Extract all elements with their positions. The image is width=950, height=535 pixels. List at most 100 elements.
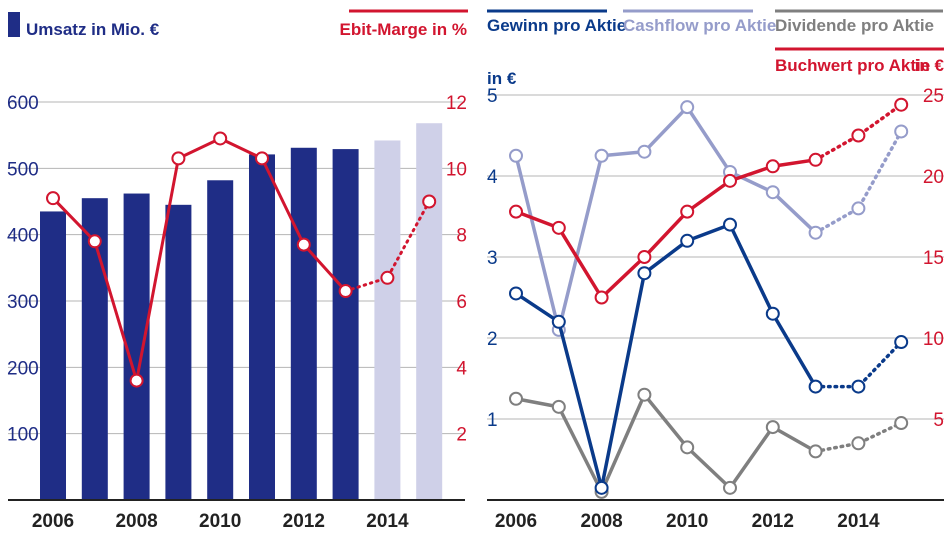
point-buchwert-pro-aktie [894,97,909,112]
line-ebit-marge-forecast [344,200,431,293]
bar-umsatz [249,154,275,501]
y-tick-label-left: 1 [487,410,498,431]
point-ebit-marge [171,151,186,166]
y-tick-label-buchwert: 5 [933,410,944,431]
bar-umsatz [374,140,401,500]
bar-umsatz [207,180,234,501]
line-dividende-pro-aktie-forecast [813,421,903,454]
line-cashflow-pro-aktie [514,105,817,332]
y-tick-label-ebit: 10 [446,159,467,180]
x-tick-label: 2006 [32,511,74,532]
point-cashflow-pro-aktie [851,201,866,216]
point-gewinn-pro-aktie [637,266,652,281]
point-buchwert-pro-aktie [551,220,566,235]
y-tick-label-buchwert: 20 [923,167,944,188]
point-gewinn-pro-aktie [509,286,523,301]
line-gewinn-pro-aktie [515,222,818,490]
legend-umsatz-label: Umsatz in Mio. € [26,20,160,39]
point-dividende-pro-aktie [551,399,566,414]
point-gewinn-pro-aktie [723,217,737,232]
legend-gewinn-pro-aktie-label: Gewinn pro Aktie [487,16,626,35]
umsatz-chart [8,101,465,501]
y-tick-label-umsatz: 200 [7,358,39,379]
y-tick-label-umsatz: 600 [7,93,39,114]
point-cashflow-pro-aktie [765,185,780,200]
bar-umsatz [40,211,66,500]
line-cashflow-pro-aktie-forecast [813,129,903,235]
x-tick-label: 2008 [115,511,157,532]
line-buchwert-pro-aktie-forecast [813,102,903,162]
point-buchwert-pro-aktie [851,128,866,143]
legend-ebit-label: Ebit-Marge in % [339,20,467,39]
x-tick-label: 2014 [366,511,409,532]
y-tick-label-buchwert: 10 [923,329,944,350]
point-cashflow-pro-aktie [509,148,523,163]
point-buchwert-pro-aktie [765,159,780,174]
point-dividende-pro-aktie [851,436,866,451]
point-cashflow-pro-aktie [808,225,823,240]
y-tick-label-ebit: 4 [456,358,467,379]
point-ebit-marge [255,151,269,166]
point-gewinn-pro-aktie [551,314,566,329]
bar-umsatz [290,147,317,500]
point-dividende-pro-aktie [723,480,737,495]
unit-label-left: in € [487,69,517,88]
y-tick-label-left: 4 [487,167,498,188]
bar-umsatz [81,198,108,500]
point-buchwert-pro-aktie [808,152,823,167]
y-tick-label-ebit: 6 [456,292,467,313]
line-buchwert-pro-aktie [515,158,816,300]
bar-umsatz [416,123,443,500]
y-tick-label-left: 2 [487,329,498,350]
point-dividende-pro-aktie [765,420,780,435]
point-gewinn-pro-aktie [894,335,909,350]
legend-buchwert-pro-aktie-label: Buchwert pro Aktie [775,56,930,75]
aktie-chart [487,94,944,501]
point-buchwert-pro-aktie [723,173,737,188]
x-tick-label: 2008 [580,511,622,532]
point-gewinn-pro-aktie [851,379,866,394]
point-cashflow-pro-aktie [680,100,695,115]
y-tick-label-left: 5 [487,86,498,107]
point-gewinn-pro-aktie [680,233,695,248]
point-gewinn-pro-aktie [765,306,780,321]
point-ebit-marge [213,131,228,146]
point-dividende-pro-aktie [680,440,695,455]
point-buchwert-pro-aktie [509,204,523,219]
y-tick-label-umsatz: 500 [7,159,39,180]
point-ebit-marge [46,191,60,206]
x-tick-label: 2012 [752,511,794,532]
y-tick-label-ebit: 2 [456,425,467,446]
x-tick-label: 2010 [199,511,241,532]
point-ebit-marge [338,284,353,299]
point-dividende-pro-aktie [637,387,652,402]
y-tick-label-umsatz: 400 [7,226,39,247]
x-tick-label: 2010 [666,511,708,532]
line-gewinn-pro-aktie-forecast [813,340,903,389]
point-buchwert-pro-aktie [594,290,609,305]
point-ebit-marge [296,237,311,252]
point-dividende-pro-aktie [808,444,823,459]
point-ebit-marge [87,234,102,249]
legend-cashflow-pro-aktie-label: Cashflow pro Aktie [623,16,776,35]
point-buchwert-pro-aktie [637,250,652,264]
point-cashflow-pro-aktie [894,124,909,139]
point-ebit-marge [422,194,437,209]
point-cashflow-pro-aktie [637,144,652,159]
point-dividende-pro-aktie [894,416,909,431]
point-buchwert-pro-aktie [680,204,695,219]
y-tick-label-umsatz: 300 [7,292,39,313]
point-ebit-marge [380,270,395,285]
y-tick-label-umsatz: 100 [7,425,39,446]
y-tick-label-ebit: 8 [456,226,467,247]
y-tick-label-buchwert: 15 [923,248,944,269]
y-tick-label-ebit: 12 [446,93,467,114]
x-tick-label: 2014 [837,511,880,532]
bar-umsatz [165,204,192,501]
legend-dividende-pro-aktie-label: Dividende pro Aktie [775,16,934,35]
point-cashflow-pro-aktie [594,148,609,163]
x-tick-label: 2006 [495,511,537,532]
bar-umsatz [332,149,359,500]
point-ebit-marge [129,373,144,388]
